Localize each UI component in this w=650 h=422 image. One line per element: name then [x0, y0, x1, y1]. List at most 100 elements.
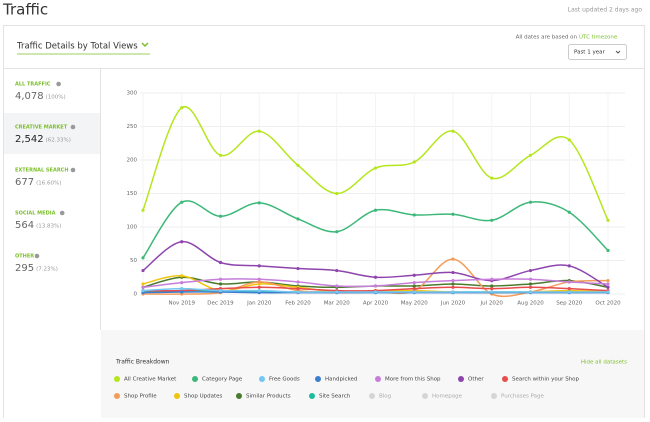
source-pct: (62.33%) — [46, 138, 71, 144]
info-icon — [59, 210, 65, 216]
legend-dot[interactable] — [458, 376, 464, 382]
legend-label[interactable]: Homepage — [432, 394, 463, 400]
legend-label[interactable]: Search within your Shop — [512, 377, 580, 383]
point — [180, 281, 184, 285]
legend-dot[interactable] — [114, 376, 120, 382]
source-value: 677 — [15, 177, 34, 188]
legend-label[interactable]: Similar Products — [246, 394, 291, 400]
hide-all[interactable]: Hide all datasets — [581, 360, 627, 366]
point — [296, 163, 300, 167]
point — [180, 287, 184, 291]
period-select[interactable] — [568, 44, 627, 60]
source-label[interactable]: CREATIVE MARKET — [15, 125, 68, 131]
legend-dot[interactable] — [174, 393, 180, 399]
point — [180, 274, 184, 278]
point — [296, 290, 300, 294]
point — [218, 153, 223, 157]
point — [180, 240, 184, 244]
point — [141, 282, 145, 286]
breakdown-title: Traffic Breakdown — [115, 359, 170, 366]
point — [335, 268, 339, 273]
legend-dot[interactable] — [422, 393, 428, 399]
point — [257, 201, 261, 205]
source-value: 295 — [15, 263, 34, 274]
point — [218, 260, 223, 265]
point — [451, 129, 455, 133]
source-pct: (7.23%) — [36, 267, 58, 273]
point — [528, 277, 533, 281]
point — [412, 287, 416, 291]
source-label[interactable]: ALL TRAFFIC — [15, 82, 51, 88]
point — [218, 289, 223, 293]
point — [335, 230, 339, 234]
point — [141, 289, 145, 293]
x-tick-label: May 2020 — [401, 301, 429, 307]
point — [567, 210, 571, 214]
point — [335, 290, 339, 294]
legend-label[interactable]: Handpicked — [325, 377, 357, 383]
panel-title[interactable]: Traffic Details by Total Views — [16, 42, 138, 52]
point — [490, 287, 494, 291]
point — [606, 282, 610, 286]
legend-label[interactable]: Shop Updates — [184, 394, 223, 400]
point — [528, 290, 533, 294]
point — [373, 208, 378, 212]
legend-label[interactable]: Category Page — [202, 377, 243, 383]
breakdown-bg — [101, 330, 644, 422]
point — [606, 285, 610, 289]
point — [412, 160, 416, 164]
source-pct: (100%) — [46, 95, 66, 101]
legend-dot[interactable] — [375, 376, 381, 382]
point — [373, 275, 378, 279]
legend-dot[interactable] — [315, 376, 321, 382]
point — [528, 268, 533, 273]
x-tick-label: Dec 2019 — [207, 301, 234, 307]
point — [412, 290, 416, 294]
legend-dot[interactable] — [491, 393, 497, 399]
info-icon — [34, 253, 40, 259]
source-value: 4,078 — [15, 91, 44, 102]
legend-dot[interactable] — [192, 376, 198, 382]
legend-label[interactable]: All Creative Market — [124, 377, 177, 383]
source-label[interactable]: EXTERNAL SEARCH — [15, 168, 69, 174]
y-tick-label: 250 — [127, 124, 138, 130]
info-icon — [70, 124, 76, 130]
legend-dot[interactable] — [236, 393, 242, 399]
legend-label[interactable]: Free Goods — [269, 377, 300, 383]
point — [296, 287, 300, 291]
point — [180, 106, 184, 110]
point — [373, 166, 378, 170]
legend-dot[interactable] — [114, 393, 120, 399]
point — [257, 264, 261, 268]
legend-dot[interactable] — [259, 376, 265, 382]
point — [296, 266, 300, 271]
source-label[interactable]: SOCIAL MEDIA — [15, 211, 56, 217]
source-label[interactable]: OTHER — [15, 254, 34, 260]
period-label: Past 1 year — [574, 50, 605, 56]
point — [257, 277, 261, 281]
legend-label[interactable]: Shop Profile — [124, 394, 157, 400]
legend-dot[interactable] — [369, 393, 375, 399]
legend-label[interactable]: Blog — [379, 394, 391, 400]
legend-dot[interactable] — [309, 393, 315, 399]
point — [528, 200, 533, 204]
point — [451, 212, 455, 216]
page-title: Traffic — [2, 1, 48, 19]
tz-note: All dates are based on — [516, 35, 578, 41]
y-tick-label: 150 — [127, 191, 138, 197]
point — [218, 282, 223, 286]
chevron — [141, 42, 149, 48]
point — [412, 281, 416, 285]
point — [451, 290, 455, 294]
point — [567, 280, 571, 284]
legend-dot[interactable] — [502, 376, 508, 382]
point — [335, 284, 339, 288]
legend-label[interactable]: Other — [468, 377, 484, 383]
tz-link[interactable]: UTC timezone — [579, 35, 618, 41]
source-value: 2,542 — [15, 134, 44, 145]
legend-label[interactable]: More from this Shop — [385, 377, 441, 383]
point — [567, 290, 571, 294]
legend-label[interactable]: Site Search — [319, 394, 351, 400]
legend-label[interactable]: Purchases Page — [501, 394, 545, 400]
point — [490, 277, 494, 281]
